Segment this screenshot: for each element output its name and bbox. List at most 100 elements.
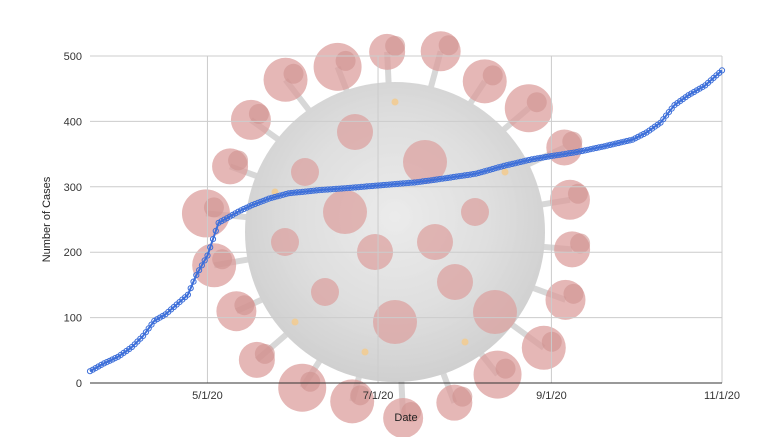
virus-spike-protein [330,379,375,424]
data-point [573,149,580,156]
virus-spike-stalk [213,255,253,269]
virus-spike-stalk [507,320,546,351]
data-point [428,177,435,184]
data-point [416,178,424,185]
virus-surface-dot [391,98,399,106]
virus-surface-dot [461,338,469,346]
virus-spike-protein [562,131,583,152]
data-point [559,151,566,158]
x-tick-label: 9/1/20 [536,390,567,402]
data-point [481,168,488,175]
data-point [279,191,287,198]
virus-surface-protein [323,190,367,234]
data-point [187,285,194,292]
data-point [274,193,281,200]
data-point [534,155,541,162]
data-point [430,176,438,183]
data-point [579,147,586,155]
data-point [263,196,270,203]
data-point [444,174,451,181]
y-tick-label: 100 [64,313,82,325]
virus-spike-protein [228,150,249,171]
virus-body [245,82,545,382]
virus-spike-protein [570,233,591,254]
data-point [447,174,454,181]
data-point [607,141,614,148]
data-point [190,278,197,285]
data-point [498,163,505,170]
data-point [478,169,485,176]
data-point [282,191,289,198]
data-point [593,144,600,152]
data-point [458,172,465,179]
virus-spike-protein [203,197,224,218]
virus-spike-stalk [384,51,392,87]
data-point [486,166,493,173]
virus-spike-protein [300,371,321,392]
virus-spike-protein [546,129,583,166]
data-point [545,153,552,160]
virus-surface-protein [337,114,373,150]
data-point [551,152,558,159]
data-point [570,149,577,156]
data-point [542,153,549,161]
virus-spike-protein [335,50,356,71]
data-point [414,179,421,186]
virus-spike-protein [212,249,233,270]
virus-spike-protein [495,358,516,379]
data-point [207,244,214,251]
data-point [506,161,513,168]
virus-spike-protein [554,231,591,268]
x-tick-label: 7/1/20 [363,390,394,402]
virus-spike-stalk [439,369,458,404]
virus-spike-stalk [427,50,444,92]
virus-spike-protein [192,243,237,288]
virus-spike-protein [401,402,422,423]
virus-spike-protein [462,59,507,104]
virus-surface-protein [437,264,473,300]
x-tick-label: 5/1/20 [192,390,223,402]
virus-spike-stalk [537,196,571,209]
data-point [609,141,617,148]
virus-surface-protein [417,224,453,260]
data-point [618,139,625,146]
virus-spike-stalk [529,284,567,303]
data-point [425,177,432,184]
data-point [254,199,261,206]
data-point [433,176,440,183]
data-point [201,257,208,264]
data-point [626,137,633,144]
data-point [503,162,510,169]
data-point [212,227,219,234]
virus-spike-protein [350,385,371,406]
data-point [472,170,479,177]
virus-spike-stalk [499,105,531,135]
data-point [581,147,589,154]
virus-spike-stalk [254,329,291,363]
data-point [461,172,468,179]
virus-spike-stalk [283,77,314,115]
virus-spike-protein [212,148,249,185]
virus-spike-protein [385,35,406,56]
data-point [601,143,608,150]
data-point [475,169,482,176]
data-point [470,171,477,178]
data-point [537,154,544,161]
virus-spike-protein [567,183,588,204]
data-point [567,149,575,157]
virus-surface-protein [291,158,319,186]
virus-spike-protein [526,92,547,113]
data-point [450,173,457,181]
virus-spike-protein [436,384,473,421]
data-point [523,157,530,164]
y-tick-label: 0 [76,378,82,390]
virus-spike-stalk [229,163,261,180]
data-point [184,291,191,298]
virus-spike-stalk [334,65,351,95]
virus-spike-stalk [476,349,500,377]
data-point [251,200,259,208]
x-tick-label: 11/1/20 [704,390,740,402]
virus-spike-stalk [540,243,573,253]
virus-spike-protein [283,63,304,84]
